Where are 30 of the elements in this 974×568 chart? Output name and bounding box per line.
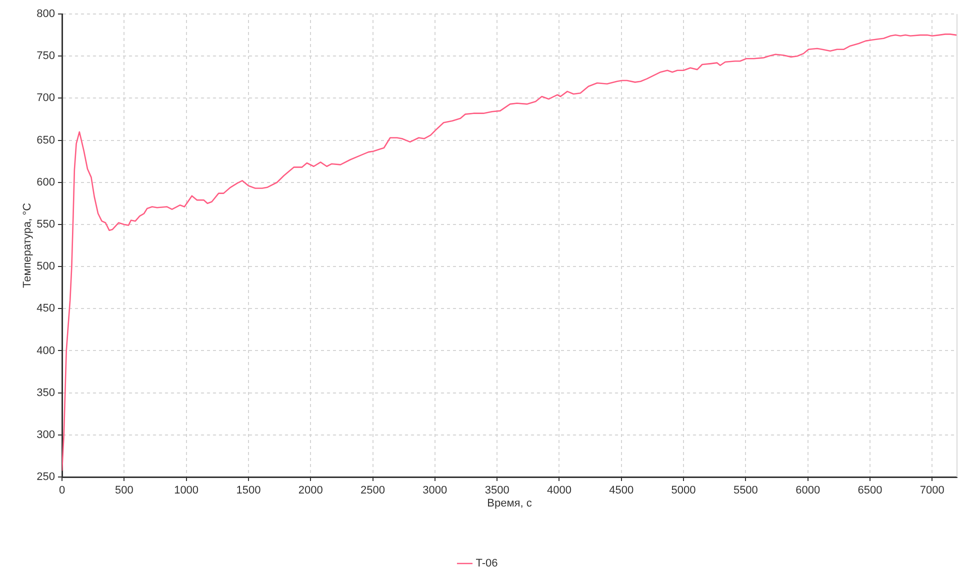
- y-tick-label: 250: [36, 471, 55, 484]
- legend-label: T-06: [476, 558, 498, 568]
- y-tick-label: 300: [36, 428, 55, 441]
- x-tick-label: 5000: [671, 484, 696, 497]
- x-tick-label: 1000: [174, 484, 199, 497]
- x-tick-label: 1500: [236, 484, 261, 497]
- x-tick-label: 4500: [609, 484, 634, 497]
- x-tick-label: 5500: [733, 484, 758, 497]
- x-tick-label: 500: [114, 484, 134, 497]
- y-axis-title: Температура, °С: [22, 202, 34, 288]
- x-axis-title: Время, с: [487, 497, 532, 510]
- x-tick-label: 7000: [920, 484, 944, 497]
- y-tick-label: 800: [36, 8, 55, 20]
- y-tick-label: 500: [36, 260, 55, 273]
- x-tick-label: 6500: [858, 484, 882, 497]
- y-tick-label: 400: [36, 344, 55, 357]
- y-tick-label: 650: [36, 134, 55, 146]
- y-tick-label: 550: [36, 218, 55, 230]
- x-tick-label: 2500: [360, 484, 386, 497]
- y-tick-label: 350: [36, 386, 55, 399]
- x-tick-label: 3500: [484, 484, 510, 497]
- y-tick-label: 450: [36, 302, 55, 315]
- y-tick-label: 600: [36, 176, 55, 188]
- x-tick-label: 3000: [422, 484, 448, 497]
- x-tick-label: 4000: [546, 484, 572, 497]
- x-tick-label: 6000: [796, 484, 820, 497]
- y-tick-label: 700: [36, 92, 55, 104]
- x-tick-label: 2000: [298, 484, 323, 497]
- y-tick-label: 750: [36, 50, 55, 62]
- x-tick-label: 0: [58, 484, 66, 497]
